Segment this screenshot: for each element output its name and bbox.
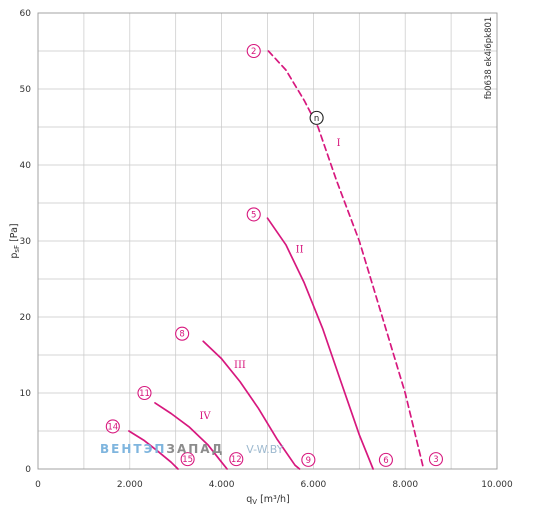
point-marker: 5 (246, 207, 261, 222)
y-tick-label: 40 (20, 161, 32, 171)
y-tick-label: 50 (20, 85, 32, 95)
x-tick-label: 4.000 (209, 480, 235, 490)
y-tick-label: 60 (20, 9, 32, 19)
fan-curve-5 (128, 430, 179, 470)
marker-number: 3 (433, 455, 438, 465)
curve-label: II (296, 244, 304, 255)
y-tick-label: 10 (20, 389, 32, 399)
y-tick-label: 30 (20, 237, 32, 247)
model-code-label: fb0638 ek4i6pk801 (484, 17, 494, 100)
y-axis-title: psF [Pa] (9, 223, 21, 258)
curve-label: I (337, 138, 341, 149)
point-marker: 9 (301, 452, 316, 467)
y-axis-ticks: 0 10 20 30 40 50 60 (20, 9, 32, 475)
plot-frame (37, 12, 498, 470)
marker-number: 6 (383, 456, 388, 466)
curve-label: III (234, 360, 246, 371)
x-tick-label: 10.000 (481, 480, 513, 490)
point-marker: 14 (105, 419, 120, 434)
marker-number: 15 (182, 455, 193, 465)
marker-number: 2 (251, 47, 256, 57)
x-tick-label: 8.000 (392, 480, 418, 490)
watermark: ВЕНТЭПЗАПАД V-W.BY (100, 442, 284, 456)
curve-markers: 2 5 8 11 14 15 12 9 6 3 n (105, 43, 444, 467)
marker-number: 12 (231, 455, 242, 465)
y-tick-label: 20 (20, 313, 32, 323)
marker-number: 11 (139, 389, 150, 399)
marker-number: 9 (306, 456, 311, 466)
curve-label: IV (199, 411, 211, 422)
point-marker: 12 (229, 452, 244, 467)
point-marker: 6 (378, 452, 393, 467)
fan-curve-2 (266, 217, 374, 470)
marker-number: n (314, 114, 319, 124)
fan-curve-3 (202, 340, 301, 470)
speed-point-marker: n (309, 110, 324, 125)
fan-curves (128, 50, 425, 470)
point-marker: 8 (175, 326, 190, 341)
y-tick-label: 0 (25, 465, 31, 475)
x-tick-label: 2.000 (117, 480, 143, 490)
fan-curve-1 (267, 50, 425, 470)
x-axis-ticks: 0 2.000 4.000 6.000 8.000 10.000 (35, 480, 513, 490)
marker-number: 5 (251, 210, 256, 220)
marker-number: 14 (107, 422, 118, 432)
point-marker: 3 (428, 452, 444, 467)
x-axis-title: qV [m³/h] (246, 494, 290, 506)
marker-number: 8 (179, 330, 184, 340)
point-marker: 15 (180, 452, 195, 467)
point-marker: 2 (246, 43, 261, 59)
x-tick-label: 0 (35, 480, 41, 490)
fan-curve-4 (154, 402, 228, 470)
chart-grid (37, 12, 498, 470)
x-tick-label: 6.000 (301, 480, 327, 490)
point-marker: 11 (137, 385, 152, 401)
